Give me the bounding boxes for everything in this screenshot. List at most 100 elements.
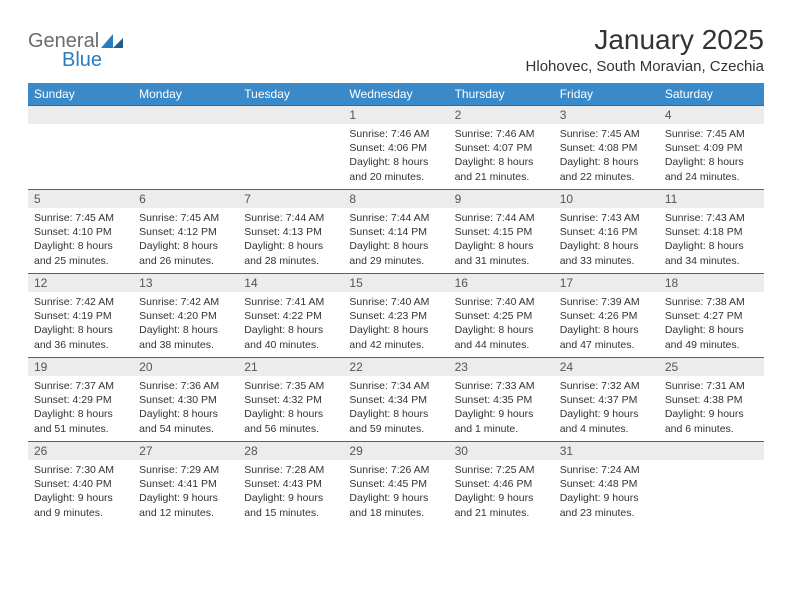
day-details: Sunrise: 7:40 AMSunset: 4:25 PMDaylight:… [449,292,554,356]
day-number: 5 [28,190,133,208]
day-cell: 15Sunrise: 7:40 AMSunset: 4:23 PMDayligh… [343,274,448,358]
empty-cell [28,106,133,190]
day-details: Sunrise: 7:43 AMSunset: 4:16 PMDaylight:… [554,208,659,272]
day-cell: 1Sunrise: 7:46 AMSunset: 4:06 PMDaylight… [343,106,448,190]
day-details: Sunrise: 7:45 AMSunset: 4:08 PMDaylight:… [554,124,659,188]
day-cell: 21Sunrise: 7:35 AMSunset: 4:32 PMDayligh… [238,358,343,442]
day-number: 30 [449,442,554,460]
day-cell: 5Sunrise: 7:45 AMSunset: 4:10 PMDaylight… [28,190,133,274]
header: GeneralBlue January 2025 Hlohovec, South… [28,24,764,75]
day-cell: 10Sunrise: 7:43 AMSunset: 4:16 PMDayligh… [554,190,659,274]
location-text: Hlohovec, South Moravian, Czechia [526,58,764,75]
day-details: Sunrise: 7:42 AMSunset: 4:20 PMDaylight:… [133,292,238,356]
day-details: Sunrise: 7:46 AMSunset: 4:07 PMDaylight:… [449,124,554,188]
day-details: Sunrise: 7:26 AMSunset: 4:45 PMDaylight:… [343,460,448,524]
logo-text-blue: Blue [62,49,123,72]
week-row: 19Sunrise: 7:37 AMSunset: 4:29 PMDayligh… [28,358,764,442]
day-details: Sunrise: 7:32 AMSunset: 4:37 PMDaylight:… [554,376,659,440]
day-number: 9 [449,190,554,208]
title-block: January 2025 Hlohovec, South Moravian, C… [526,24,764,75]
day-number: 29 [343,442,448,460]
day-details: Sunrise: 7:44 AMSunset: 4:14 PMDaylight:… [343,208,448,272]
day-details: Sunrise: 7:43 AMSunset: 4:18 PMDaylight:… [659,208,764,272]
day-details: Sunrise: 7:38 AMSunset: 4:27 PMDaylight:… [659,292,764,356]
day-cell: 24Sunrise: 7:32 AMSunset: 4:37 PMDayligh… [554,358,659,442]
day-number: 8 [343,190,448,208]
day-cell: 18Sunrise: 7:38 AMSunset: 4:27 PMDayligh… [659,274,764,358]
calendar-table: SundayMondayTuesdayWednesdayThursdayFrid… [28,83,764,526]
day-number: 31 [554,442,659,460]
day-number: 6 [133,190,238,208]
week-row: 5Sunrise: 7:45 AMSunset: 4:10 PMDaylight… [28,190,764,274]
day-number: 26 [28,442,133,460]
week-row: 1Sunrise: 7:46 AMSunset: 4:06 PMDaylight… [28,106,764,190]
day-number: 28 [238,442,343,460]
day-cell: 9Sunrise: 7:44 AMSunset: 4:15 PMDaylight… [449,190,554,274]
week-row: 26Sunrise: 7:30 AMSunset: 4:40 PMDayligh… [28,442,764,526]
day-number: 23 [449,358,554,376]
day-number: 10 [554,190,659,208]
dow-saturday: Saturday [659,83,764,106]
day-details: Sunrise: 7:45 AMSunset: 4:12 PMDaylight:… [133,208,238,272]
dow-monday: Monday [133,83,238,106]
dow-thursday: Thursday [449,83,554,106]
day-cell: 17Sunrise: 7:39 AMSunset: 4:26 PMDayligh… [554,274,659,358]
day-details: Sunrise: 7:44 AMSunset: 4:15 PMDaylight:… [449,208,554,272]
day-number: 13 [133,274,238,292]
day-cell: 12Sunrise: 7:42 AMSunset: 4:19 PMDayligh… [28,274,133,358]
day-details: Sunrise: 7:41 AMSunset: 4:22 PMDaylight:… [238,292,343,356]
day-number: 24 [554,358,659,376]
daynum-bar [133,106,238,124]
day-number: 15 [343,274,448,292]
day-details: Sunrise: 7:33 AMSunset: 4:35 PMDaylight:… [449,376,554,440]
day-cell: 7Sunrise: 7:44 AMSunset: 4:13 PMDaylight… [238,190,343,274]
day-number: 20 [133,358,238,376]
day-details: Sunrise: 7:45 AMSunset: 4:09 PMDaylight:… [659,124,764,188]
day-cell: 23Sunrise: 7:33 AMSunset: 4:35 PMDayligh… [449,358,554,442]
day-cell: 11Sunrise: 7:43 AMSunset: 4:18 PMDayligh… [659,190,764,274]
calendar-page: GeneralBlue January 2025 Hlohovec, South… [0,0,792,526]
day-cell: 8Sunrise: 7:44 AMSunset: 4:14 PMDaylight… [343,190,448,274]
day-details: Sunrise: 7:37 AMSunset: 4:29 PMDaylight:… [28,376,133,440]
day-number: 25 [659,358,764,376]
day-details: Sunrise: 7:46 AMSunset: 4:06 PMDaylight:… [343,124,448,188]
empty-cell [659,442,764,526]
daynum-bar [238,106,343,124]
day-details: Sunrise: 7:42 AMSunset: 4:19 PMDaylight:… [28,292,133,356]
month-title: January 2025 [526,24,764,56]
day-number: 19 [28,358,133,376]
day-cell: 3Sunrise: 7:45 AMSunset: 4:08 PMDaylight… [554,106,659,190]
empty-cell [133,106,238,190]
daynum-bar [28,106,133,124]
day-cell: 26Sunrise: 7:30 AMSunset: 4:40 PMDayligh… [28,442,133,526]
day-details: Sunrise: 7:35 AMSunset: 4:32 PMDaylight:… [238,376,343,440]
day-number: 16 [449,274,554,292]
day-details: Sunrise: 7:34 AMSunset: 4:34 PMDaylight:… [343,376,448,440]
day-cell: 29Sunrise: 7:26 AMSunset: 4:45 PMDayligh… [343,442,448,526]
day-number: 12 [28,274,133,292]
day-number: 17 [554,274,659,292]
day-number: 22 [343,358,448,376]
day-details: Sunrise: 7:44 AMSunset: 4:13 PMDaylight:… [238,208,343,272]
day-cell: 14Sunrise: 7:41 AMSunset: 4:22 PMDayligh… [238,274,343,358]
day-details: Sunrise: 7:31 AMSunset: 4:38 PMDaylight:… [659,376,764,440]
day-details: Sunrise: 7:30 AMSunset: 4:40 PMDaylight:… [28,460,133,524]
day-cell: 25Sunrise: 7:31 AMSunset: 4:38 PMDayligh… [659,358,764,442]
day-number: 11 [659,190,764,208]
day-number: 1 [343,106,448,124]
day-details: Sunrise: 7:25 AMSunset: 4:46 PMDaylight:… [449,460,554,524]
logo: GeneralBlue [28,30,123,72]
day-number: 2 [449,106,554,124]
day-details: Sunrise: 7:45 AMSunset: 4:10 PMDaylight:… [28,208,133,272]
day-cell: 4Sunrise: 7:45 AMSunset: 4:09 PMDaylight… [659,106,764,190]
day-details: Sunrise: 7:40 AMSunset: 4:23 PMDaylight:… [343,292,448,356]
day-number: 4 [659,106,764,124]
day-number: 14 [238,274,343,292]
day-number: 18 [659,274,764,292]
dow-sunday: Sunday [28,83,133,106]
day-details: Sunrise: 7:28 AMSunset: 4:43 PMDaylight:… [238,460,343,524]
day-cell: 2Sunrise: 7:46 AMSunset: 4:07 PMDaylight… [449,106,554,190]
day-cell: 20Sunrise: 7:36 AMSunset: 4:30 PMDayligh… [133,358,238,442]
calendar-body: 1Sunrise: 7:46 AMSunset: 4:06 PMDaylight… [28,106,764,526]
day-cell: 31Sunrise: 7:24 AMSunset: 4:48 PMDayligh… [554,442,659,526]
